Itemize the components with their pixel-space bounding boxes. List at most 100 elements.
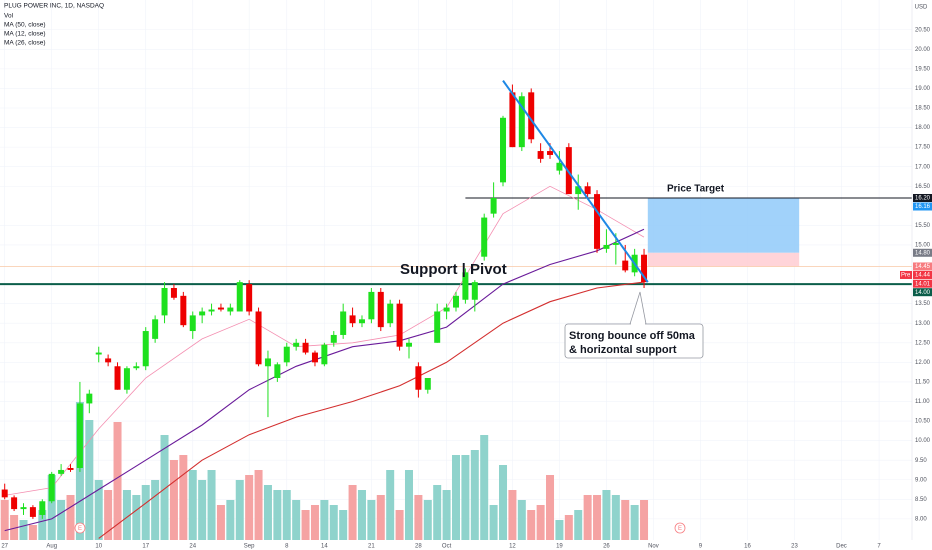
price-label: 14.01 [915, 281, 931, 287]
price-label: 16.20 [915, 196, 931, 202]
volume-bar [348, 485, 357, 540]
volume-bar [226, 500, 235, 540]
currency: USD [915, 5, 928, 11]
volume-bar [19, 520, 28, 540]
candle-body [255, 311, 262, 365]
price-label-box [913, 279, 932, 288]
stop-zone [647, 252, 800, 267]
x-tick-label: 8 [285, 544, 289, 550]
earnings-text[interactable]: E [678, 526, 682, 532]
y-tick-label: 16.50 [915, 184, 931, 190]
y-tick-label: 11.00 [915, 399, 930, 405]
y-tick-label: 9.00 [915, 477, 927, 483]
price-label: 14.00 [915, 290, 931, 296]
candle-body [114, 366, 121, 390]
volume-bar [376, 495, 385, 540]
volume-bar [47, 475, 56, 540]
volume-bar [404, 470, 413, 540]
volume-bar [640, 500, 649, 540]
volume-bar [179, 455, 188, 540]
volume-bar [216, 505, 225, 540]
volume-bar [480, 435, 489, 540]
candle-body [462, 272, 469, 300]
earnings-icon[interactable] [674, 522, 686, 534]
candle-body [612, 243, 619, 245]
volume-bar [470, 450, 479, 540]
ma-legend: MA (12, close) [4, 31, 46, 38]
volume-bar [263, 485, 272, 540]
ma-legend: MA (26, close) [4, 40, 46, 47]
x-tick-label: 21 [368, 544, 375, 550]
target-label: Price Target [667, 184, 725, 195]
axis-layer: 8.00 8.50 9.00 9.50 10.00 10.50 11.00 11.50 12.0… [1, 27, 932, 550]
volume-bar [66, 495, 75, 540]
candle-body [358, 319, 365, 324]
support-label: Support | Pivot [400, 261, 507, 278]
x-tick-label: 7 [877, 544, 881, 550]
volume-bar [489, 505, 498, 540]
candle-body [58, 469, 65, 474]
x-tick-label: Nov [648, 544, 659, 550]
candle-body [48, 473, 55, 502]
volume-bar [85, 420, 94, 540]
candle-body [396, 303, 403, 347]
volume-bar [0, 500, 9, 540]
volume-bar [339, 510, 348, 540]
grid [0, 0, 912, 540]
callout-line: Strong bounce off 50ma [569, 330, 696, 342]
volume-bar [132, 495, 141, 540]
y-tick-label: 13.50 [915, 301, 931, 307]
candle-body [142, 331, 149, 367]
candle-body [105, 358, 112, 363]
trendline [502, 80, 649, 283]
volume-bar [94, 480, 103, 540]
volume-bar [630, 505, 639, 540]
x-tick-label: Oct [442, 544, 452, 550]
candle-body [11, 497, 18, 510]
candle-body [537, 151, 544, 159]
y-tick-label: 20.00 [915, 47, 931, 53]
price-label-box [913, 270, 932, 279]
candle-body [152, 319, 159, 339]
price-label: 14.45 [915, 264, 931, 270]
candle-body [387, 303, 394, 324]
volume-bar [141, 485, 150, 540]
y-tick-label: 19.50 [915, 66, 931, 72]
volume-layer [0, 402, 649, 540]
y-tick-label: 12.00 [915, 360, 931, 366]
candle-body [622, 260, 629, 271]
volume-bar [113, 422, 122, 540]
candle-body [170, 288, 177, 298]
volume-bar [395, 510, 404, 540]
volume-bar [310, 505, 319, 540]
earnings-icon[interactable] [74, 522, 86, 534]
volume-bar [423, 500, 432, 540]
volume-bar [28, 525, 37, 540]
candle-body [547, 151, 554, 155]
candle-body [67, 468, 74, 470]
x-tick-label: 12 [509, 544, 516, 550]
volume-bar [292, 500, 301, 540]
volume-bar [621, 500, 630, 540]
y-tick-label: 20.50 [915, 27, 931, 33]
volume-bar [527, 510, 536, 540]
candle-body [123, 368, 130, 390]
candle-body [500, 117, 507, 183]
candle-body [227, 307, 234, 312]
candle-body [556, 162, 563, 171]
y-tick-label: 10.50 [915, 419, 931, 425]
x-tick-label: 26 [603, 544, 610, 550]
x-tick-label: 19 [556, 544, 563, 550]
volume-bar [461, 455, 470, 540]
y-tick-label: 15.00 [915, 243, 931, 249]
earnings-text[interactable]: E [78, 526, 82, 532]
volume-bar [536, 505, 545, 540]
volume-bar [235, 480, 244, 540]
candle-body [20, 507, 27, 510]
volume-bar [245, 475, 254, 540]
symbol-title: PLUG POWER INC, 1D, NASDAQ [4, 3, 104, 10]
price-label-box [913, 194, 932, 202]
volume-bar [10, 515, 19, 540]
y-tick-label: 9.50 [915, 458, 927, 464]
